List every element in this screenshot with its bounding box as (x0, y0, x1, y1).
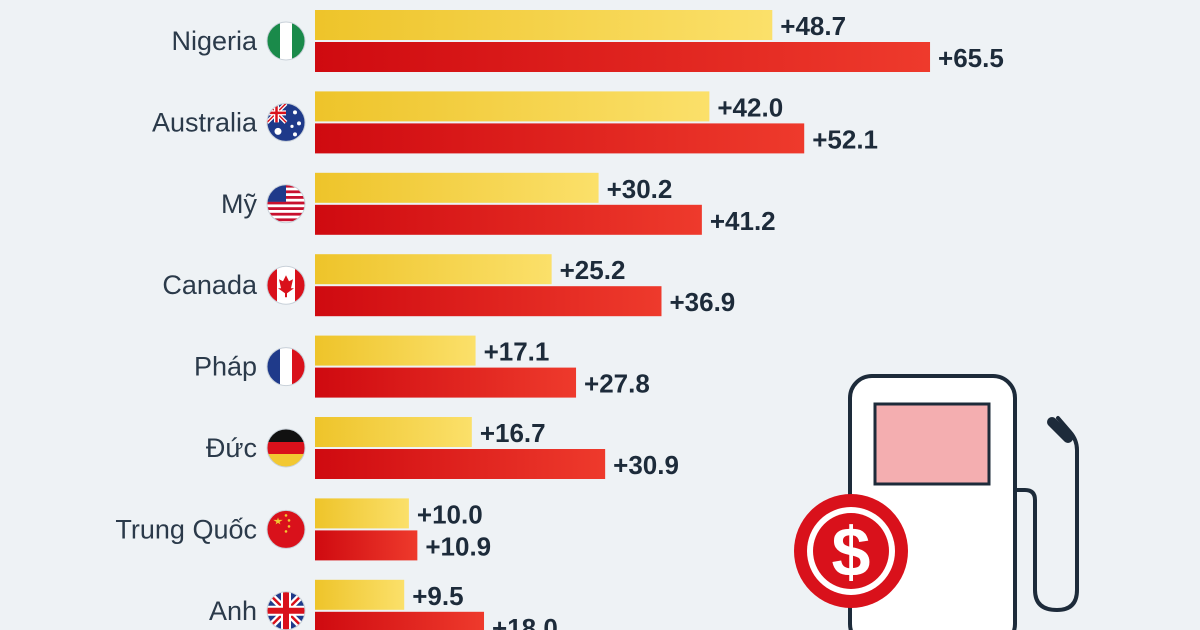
country-label: Mỹ (221, 189, 257, 219)
country-label: Anh (209, 596, 257, 626)
value-label: +25.2 (560, 255, 626, 285)
value-label: +27.8 (584, 369, 650, 399)
country-label: Australia (152, 107, 258, 137)
value-label: +41.2 (710, 206, 776, 236)
value-label: +30.2 (607, 174, 673, 204)
germany-flag-icon (266, 428, 306, 468)
bar (315, 172, 599, 203)
bar (315, 204, 702, 235)
value-label: +48.7 (780, 11, 846, 41)
bar (315, 10, 773, 40)
fuel-pump-dollar-icon: $ (794, 374, 1079, 630)
svg-text:$: $ (832, 513, 871, 591)
value-label: +18.0 (492, 613, 558, 630)
value-label: +16.7 (480, 418, 546, 448)
bar (315, 449, 606, 479)
bar (315, 417, 472, 447)
australia-flag-icon (266, 102, 306, 142)
country-label: Pháp (194, 352, 257, 382)
bar (315, 611, 485, 630)
bar (315, 286, 662, 317)
bar (315, 42, 931, 72)
usa-flag-icon (266, 184, 306, 224)
country-label: Nigeria (171, 26, 258, 56)
value-label: +10.9 (425, 531, 491, 561)
nigeria-flag-icon (266, 21, 306, 61)
bar (315, 254, 552, 285)
value-label: +42.0 (717, 92, 783, 122)
bar (315, 367, 577, 398)
canada-flag-icon (266, 265, 306, 305)
china-flag-icon (266, 509, 306, 549)
france-flag-icon (266, 347, 306, 387)
uk-flag-icon (266, 591, 306, 630)
value-label: +65.5 (938, 43, 1004, 73)
value-label: +9.5 (412, 581, 463, 611)
bar (315, 335, 476, 366)
country-label: Trung Quốc (115, 514, 257, 544)
country-label: Canada (162, 270, 258, 300)
bar (315, 91, 710, 122)
bar (315, 498, 409, 529)
value-label: +36.9 (669, 287, 735, 317)
bar (315, 530, 418, 561)
value-label: +52.1 (812, 124, 878, 154)
value-label: +17.1 (484, 337, 550, 367)
value-label: +30.9 (613, 450, 679, 480)
value-label: +10.0 (417, 499, 483, 529)
country-label: Đức (206, 433, 257, 463)
bar (315, 123, 805, 154)
bar (315, 579, 405, 610)
